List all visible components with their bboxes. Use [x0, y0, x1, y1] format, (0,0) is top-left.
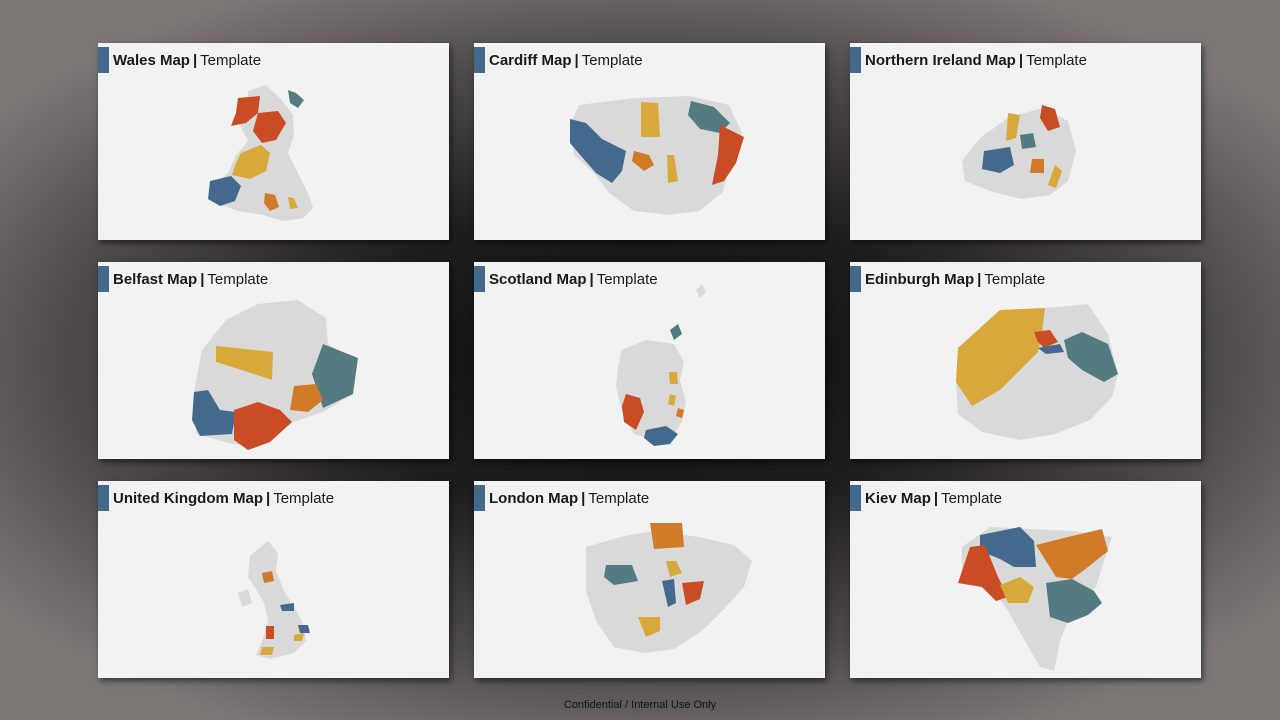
united-kingdom-map-icon: [238, 541, 310, 659]
slide-thumbnail-cardiff[interactable]: Cardiff Map | Template: [474, 43, 825, 240]
northern-ireland-map-icon: [962, 105, 1076, 199]
belfast-map-icon: [192, 300, 358, 450]
slide-thumbnail-northern-ireland[interactable]: Northern Ireland Map | Template: [850, 43, 1201, 240]
edinburgh-map-icon: [956, 304, 1118, 440]
slide-thumbnail-edinburgh[interactable]: Edinburgh Map | Template: [850, 262, 1201, 459]
kiev-map-icon: [958, 527, 1112, 671]
slide-title: United Kingdom Map | Template: [113, 490, 335, 507]
slide-title: London Map | Template: [489, 490, 650, 507]
slide-title: Cardiff Map | Template: [489, 52, 643, 69]
title-accent-bar: [850, 485, 861, 511]
title-accent-bar: [474, 47, 485, 73]
london-map-icon: [586, 523, 752, 653]
title-accent-bar: [474, 266, 485, 292]
slide-thumbnail-scotland[interactable]: Scotland Map | Template: [474, 262, 825, 459]
wales-map-icon: [208, 85, 313, 221]
slide-title: Scotland Map | Template: [489, 271, 658, 288]
title-accent-bar: [850, 47, 861, 73]
slide-thumbnail-belfast[interactable]: Belfast Map | Template: [98, 262, 449, 459]
title-accent-bar: [98, 485, 109, 511]
slide-thumbnail-kiev[interactable]: Kiev Map | Template: [850, 481, 1201, 678]
slide-thumbnail-london[interactable]: London Map | Template: [474, 481, 825, 678]
title-accent-bar: [850, 266, 861, 292]
slide-title: Belfast Map | Template: [113, 271, 269, 288]
cardiff-map-icon: [570, 96, 744, 215]
slide-title: Edinburgh Map | Template: [865, 271, 1046, 288]
slide-title: Wales Map | Template: [113, 52, 262, 69]
slide-title: Kiev Map | Template: [865, 490, 1002, 507]
scotland-map-icon: [616, 284, 706, 446]
confidential-footer: Confidential / Internal Use Only: [563, 699, 717, 711]
title-accent-bar: [98, 266, 109, 292]
title-accent-bar: [474, 485, 485, 511]
title-accent-bar: [98, 47, 109, 73]
slide-title: Northern Ireland Map | Template: [865, 52, 1087, 69]
slide-thumbnail-wales[interactable]: Wales Map | Template: [98, 43, 449, 240]
slide-thumbnail-united-kingdom[interactable]: United Kingdom Map | Template: [98, 481, 449, 678]
